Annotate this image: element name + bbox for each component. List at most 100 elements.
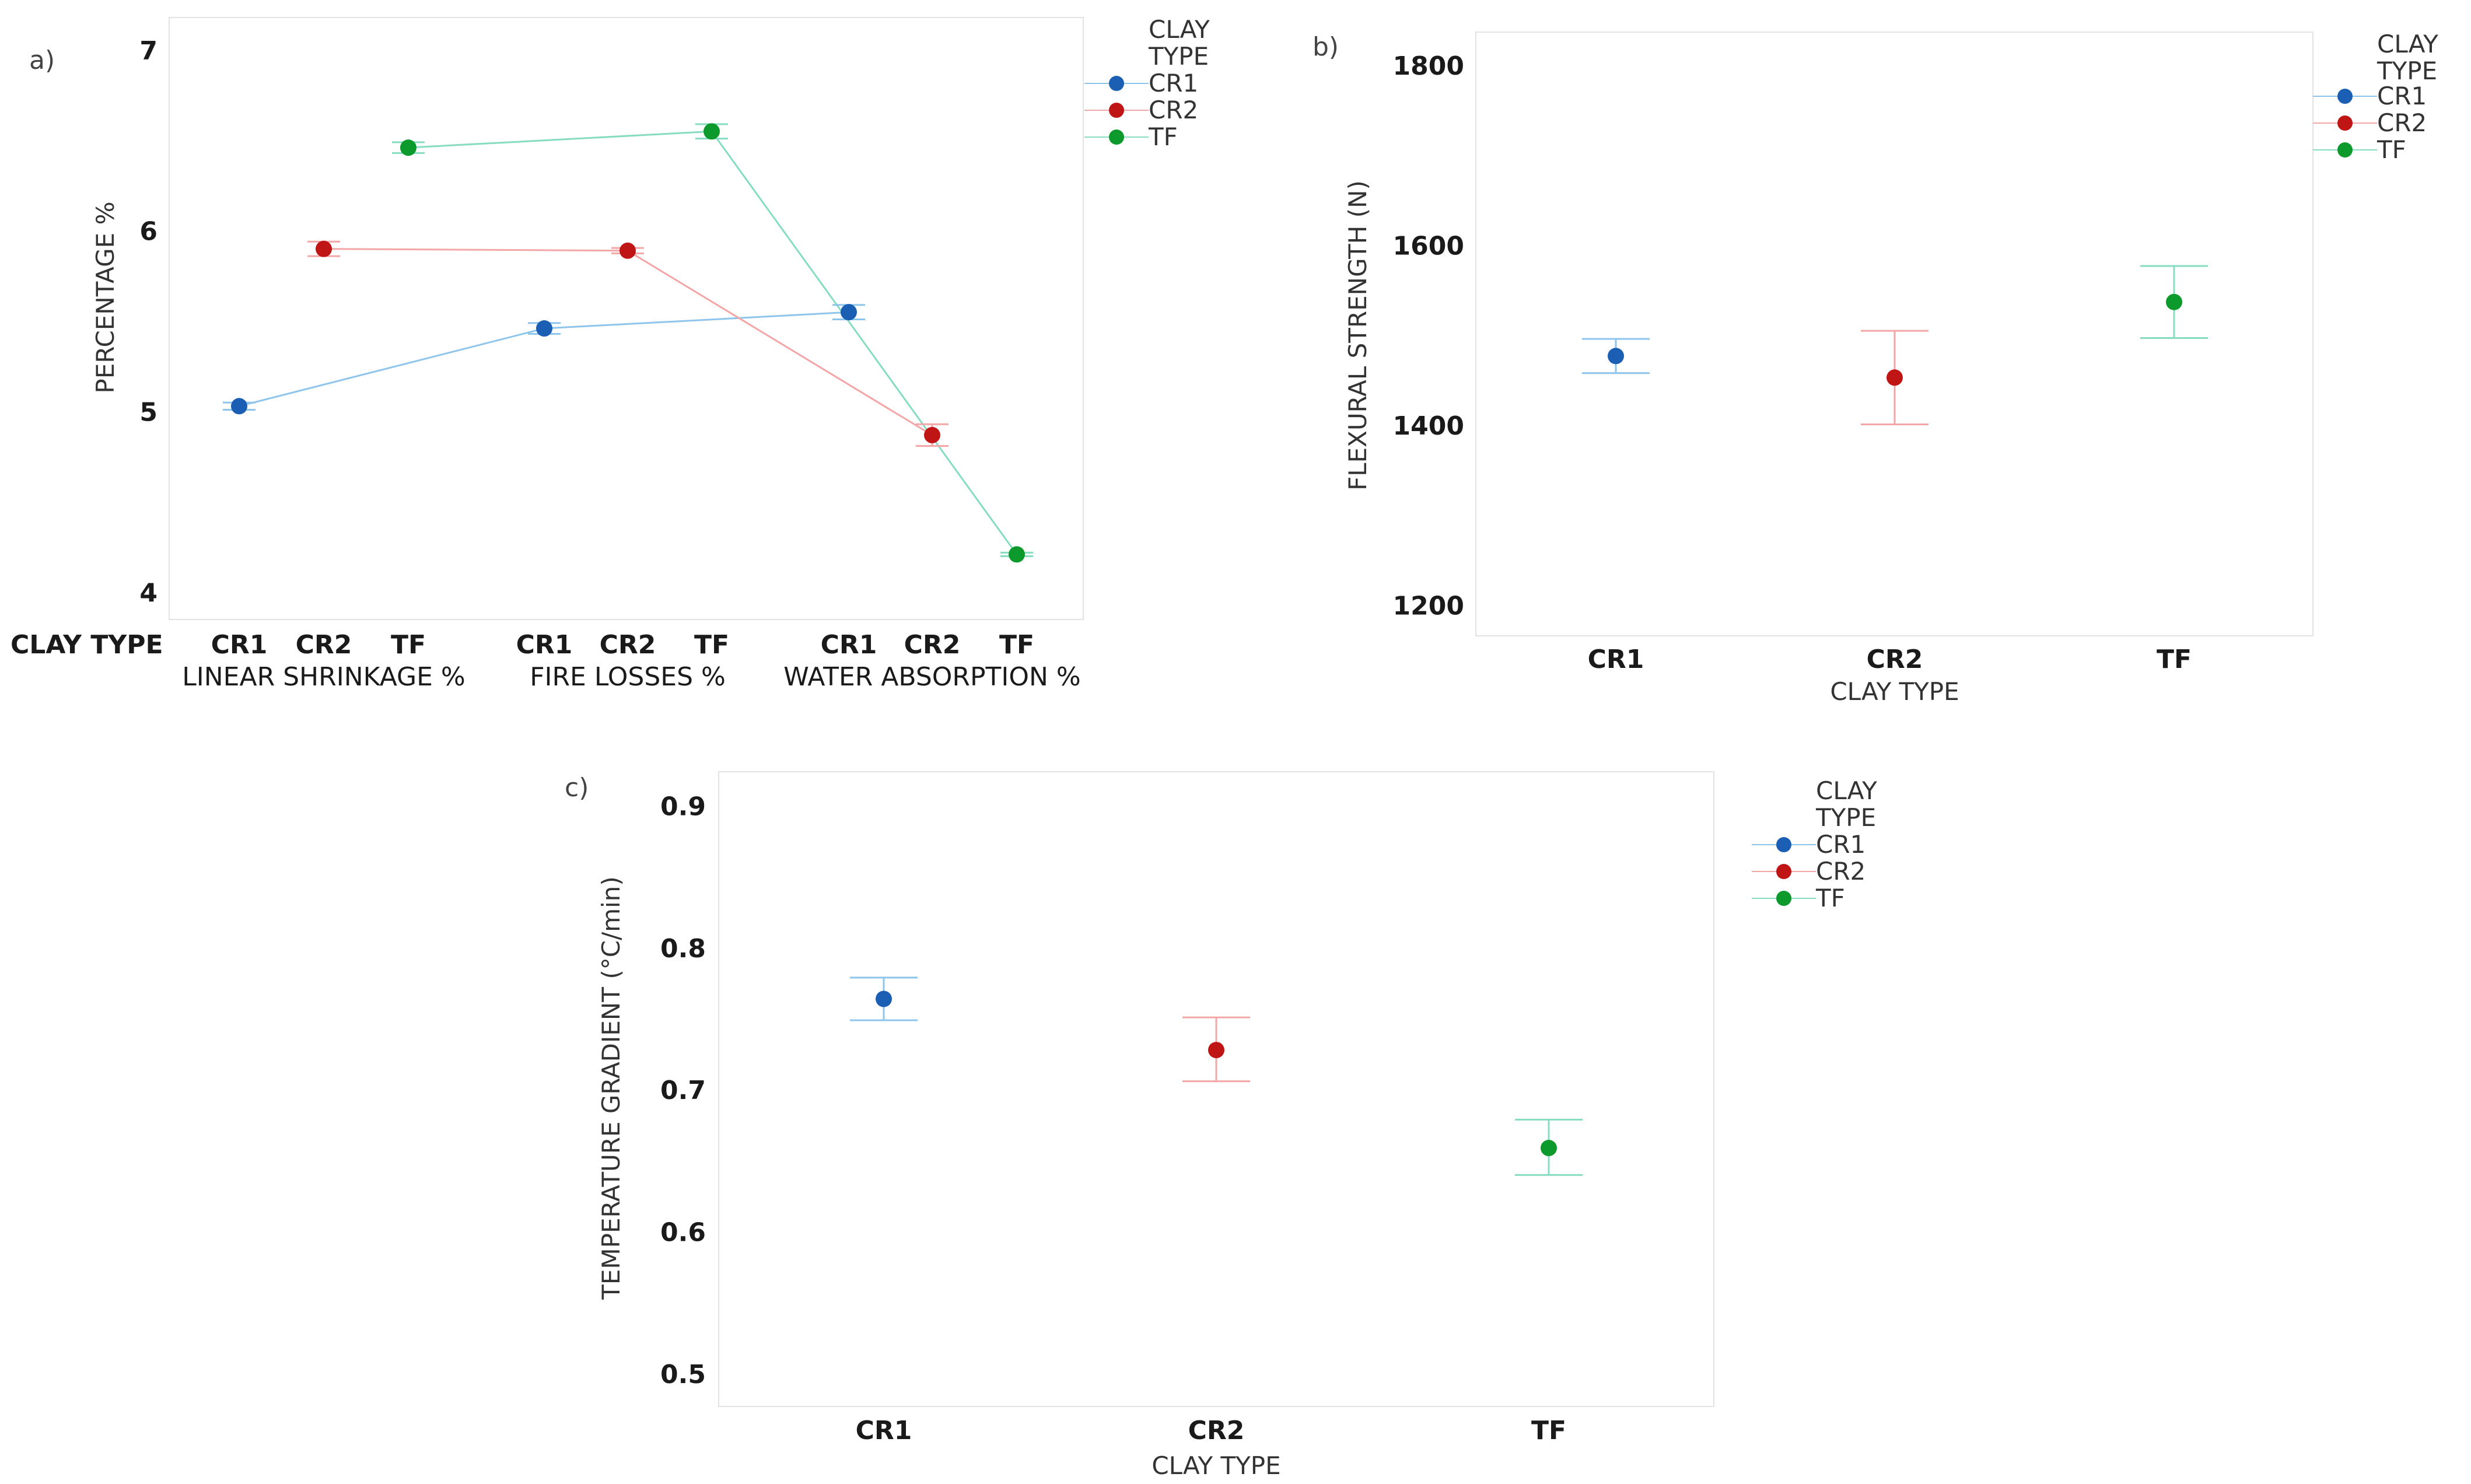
panel-c-points (876, 991, 1557, 1157)
legend-marker-tf (2337, 142, 2353, 158)
legend-label-cr1: CR1 (1149, 69, 1198, 97)
x-tick-label: TF (391, 630, 426, 660)
panel-c-x-ticks: CR1 CR2 TF (856, 1416, 1566, 1446)
legend-marker-cr1 (1776, 837, 1791, 852)
panel-b-y-axis-title: FLEXURAL STRENGTH (N) (1343, 180, 1372, 491)
legend-label-tf: TF (2376, 135, 2406, 164)
y-tick-label: 5 (139, 398, 158, 428)
panel-a-x-row-label: CLAY TYPE (10, 630, 163, 660)
x-tick-label: TF (1531, 1416, 1566, 1446)
y-tick-label: 4 (139, 579, 158, 608)
point-cr1 (876, 991, 892, 1007)
y-tick-label: 0.6 (660, 1218, 706, 1248)
point-tf (704, 123, 720, 140)
legend-title-line: TYPE (1148, 42, 1209, 71)
group-label: WATER ABSORPTION % (783, 662, 1080, 692)
legend-label-cr2: CR2 (1816, 857, 1866, 886)
legend-title-line: TYPE (1815, 803, 1876, 832)
x-tick-label: CR2 (1188, 1416, 1245, 1446)
legend-marker-cr2 (1776, 864, 1791, 879)
x-tick-label: CR1 (856, 1416, 912, 1446)
x-tick-label: CR1 (821, 630, 877, 660)
panel-b-label: b) (1312, 32, 1339, 62)
x-tick-label: CR2 (1867, 645, 1923, 674)
legend-marker-cr2 (2337, 116, 2353, 131)
legend-label-tf: TF (1815, 884, 1845, 912)
x-tick-label: CR1 (516, 630, 573, 660)
y-tick-label: 0.7 (660, 1076, 706, 1105)
x-tick-label: CR2 (600, 630, 656, 660)
y-tick-label: 1600 (1393, 232, 1464, 261)
group-label: FIRE LOSSES % (530, 662, 726, 692)
x-tick-label: CR1 (211, 630, 268, 660)
legend-label-cr2: CR2 (1149, 96, 1198, 124)
legend-marker-tf (1776, 891, 1791, 906)
panel-a-label: a) (29, 46, 55, 75)
point-cr2 (1208, 1042, 1224, 1059)
y-tick-label: 0.5 (660, 1360, 706, 1390)
legend-title-line: TYPE (2376, 57, 2437, 85)
point-cr1 (841, 304, 857, 321)
panel-b-error-bars (1582, 265, 2208, 426)
panel-b-x-axis-title: CLAY TYPE (1830, 677, 1959, 706)
point-tf (400, 139, 416, 156)
group-label: LINEAR SHRINKAGE % (182, 662, 465, 692)
point-cr2 (620, 242, 636, 259)
x-tick-label: TF (999, 630, 1034, 660)
point-tf (1541, 1140, 1557, 1157)
panel-c-label: c) (565, 773, 589, 803)
legend-title-line: CLAY (2377, 30, 2438, 58)
point-cr2 (924, 426, 940, 443)
x-tick-label: CR2 (296, 630, 352, 660)
panel-a-plot-frame (169, 17, 1084, 620)
x-tick-label: CR1 (1588, 645, 1644, 674)
y-tick-label: 7 (139, 36, 158, 66)
panel-b: b) FLEXURAL STRENGTH (N) 1200 1400 1600 180… (1312, 30, 2438, 706)
x-tick-label: TF (694, 630, 729, 660)
legend-label-cr1: CR1 (2377, 82, 2427, 110)
panel-a-group-labels: LINEAR SHRINKAGE % FIRE LOSSES % WATER ABS… (182, 662, 1080, 692)
legend-label-tf: TF (1148, 123, 1178, 151)
y-tick-label: 1800 (1393, 51, 1464, 81)
y-tick-label: 6 (139, 217, 158, 247)
panel-c-y-axis-title: TEMPERATURE GRADIENT (°C/min) (597, 876, 625, 1300)
y-tick-label: 1400 (1393, 411, 1464, 441)
legend-marker-cr1 (2337, 89, 2353, 104)
point-tf (1009, 546, 1025, 563)
legend-title-line: CLAY (1149, 15, 1210, 44)
point-tf (2166, 293, 2182, 310)
point-cr2 (316, 240, 332, 257)
y-tick-label: 0.8 (660, 934, 706, 964)
panel-b-x-ticks: CR1 CR2 TF (1588, 645, 2192, 674)
legend-marker-tf (1109, 130, 1124, 145)
legend-title-line: CLAY (1816, 776, 1877, 805)
panel-b-y-ticks: 1200 1400 1600 1800 (1393, 51, 1464, 621)
legend-marker-cr1 (1109, 76, 1124, 91)
point-cr1 (231, 398, 247, 415)
x-tick-label: CR2 (904, 630, 961, 660)
panel-b-points (1608, 293, 2182, 386)
point-cr2 (1887, 369, 1903, 386)
panel-a-y-axis-title: PERCENTAGE % (91, 202, 120, 394)
x-tick-label: TF (2157, 645, 2192, 674)
panel-c-plot-frame (718, 771, 1714, 1407)
legend-marker-cr2 (1109, 103, 1124, 118)
panel-a-y-ticks: 4 5 6 7 (139, 36, 158, 608)
point-cr1 (536, 320, 552, 337)
point-cr1 (1608, 348, 1624, 365)
panel-a-x-ticks: CR1 CR2 TF CR1 CR2 TF CR1 CR2 TF (211, 630, 1034, 660)
panel-c-error-bars (850, 977, 1583, 1176)
legend-label-cr2: CR2 (2377, 108, 2427, 137)
panel-a-points (231, 123, 1025, 563)
panel-c: c) TEMPERATURE GRADIENT (°C/min) 0.50.60… (565, 771, 1877, 1480)
legend-label-cr1: CR1 (1816, 830, 1866, 859)
y-tick-label: 1200 (1393, 592, 1464, 621)
panel-c-x-axis-title: CLAY TYPE (1152, 1451, 1280, 1480)
panel-c-y-ticks: 0.5 0.6 0.7 0.8 0.9 (660, 792, 706, 1390)
y-tick-label: 0.9 (660, 792, 706, 821)
